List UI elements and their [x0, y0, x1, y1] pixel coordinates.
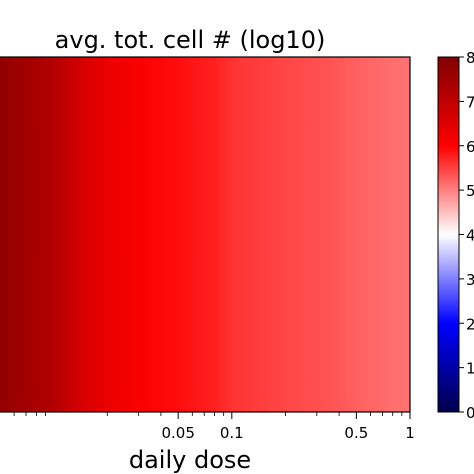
- heatmap-cells: [0, 57, 410, 412]
- colorbar-tick-label: 5: [466, 182, 474, 200]
- x-tick-label: 0.1: [220, 424, 244, 442]
- colorbar-tick-label: 8: [466, 49, 474, 67]
- x-axis-label: daily dose: [129, 446, 251, 474]
- colorbar-tick-label: 0: [466, 404, 474, 422]
- colorbar-tick-label: 2: [466, 315, 474, 333]
- colorbar-tick-label: 3: [466, 271, 474, 289]
- colorbar-tick-label: 7: [466, 93, 474, 111]
- colorbar-gradient: [437, 56, 460, 413]
- colorbar-tick-label: 6: [466, 138, 474, 156]
- colorbar-tick-label: 4: [466, 227, 474, 245]
- x-axis: 0.05 0.1 0.5 1: [13, 412, 415, 442]
- x-tick-label: 0.05: [161, 424, 194, 442]
- x-tick-label: 0.5: [344, 424, 368, 442]
- colorbar: 0 1 2 3 4 5 6 7 8: [437, 49, 474, 422]
- colorbar-tick-label: 1: [466, 360, 474, 378]
- chart-title: avg. tot. cell # (log10): [55, 26, 326, 54]
- heatmap-area: [0, 56, 411, 413]
- x-tick-label: 1: [405, 424, 415, 442]
